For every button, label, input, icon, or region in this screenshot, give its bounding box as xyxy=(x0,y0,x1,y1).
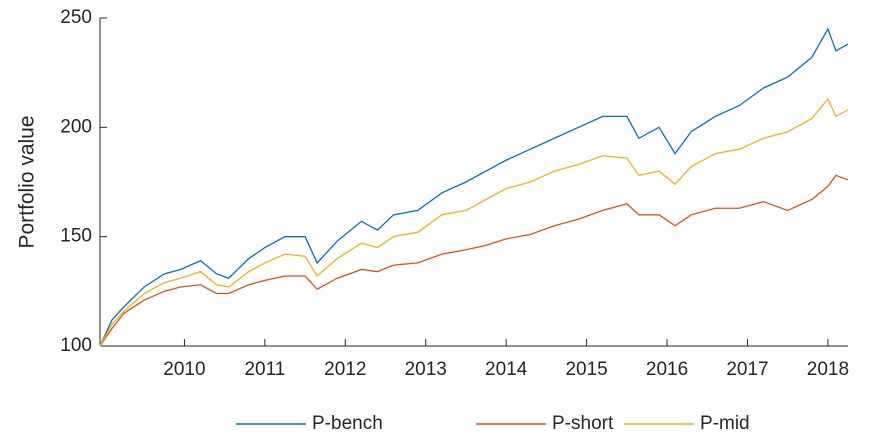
legend-label: P-short xyxy=(552,413,614,434)
x-tick-label: 2017 xyxy=(726,359,768,380)
y-tick-label: 150 xyxy=(60,226,92,247)
legend-label: P-bench xyxy=(312,413,383,434)
legend-label: P-mid xyxy=(700,413,750,434)
y-axis-label: Portfolio value xyxy=(16,115,39,248)
x-tick-label: 2014 xyxy=(485,359,528,380)
y-tick-label: 250 xyxy=(60,7,92,28)
x-tick-label: 2016 xyxy=(646,359,688,380)
y-tick-label: 200 xyxy=(60,116,92,137)
x-tick-label: 2010 xyxy=(163,359,205,380)
y-tick-label: 100 xyxy=(60,335,92,356)
x-tick-label: 2013 xyxy=(405,359,447,380)
x-tick-label: 2012 xyxy=(324,359,366,380)
series-line xyxy=(99,97,849,347)
x-tick-label: 2015 xyxy=(565,359,607,380)
x-tick-label: 2018 xyxy=(807,359,849,380)
x-tick-label: 2011 xyxy=(244,359,285,380)
series-line xyxy=(99,174,849,347)
series-line xyxy=(99,27,849,347)
